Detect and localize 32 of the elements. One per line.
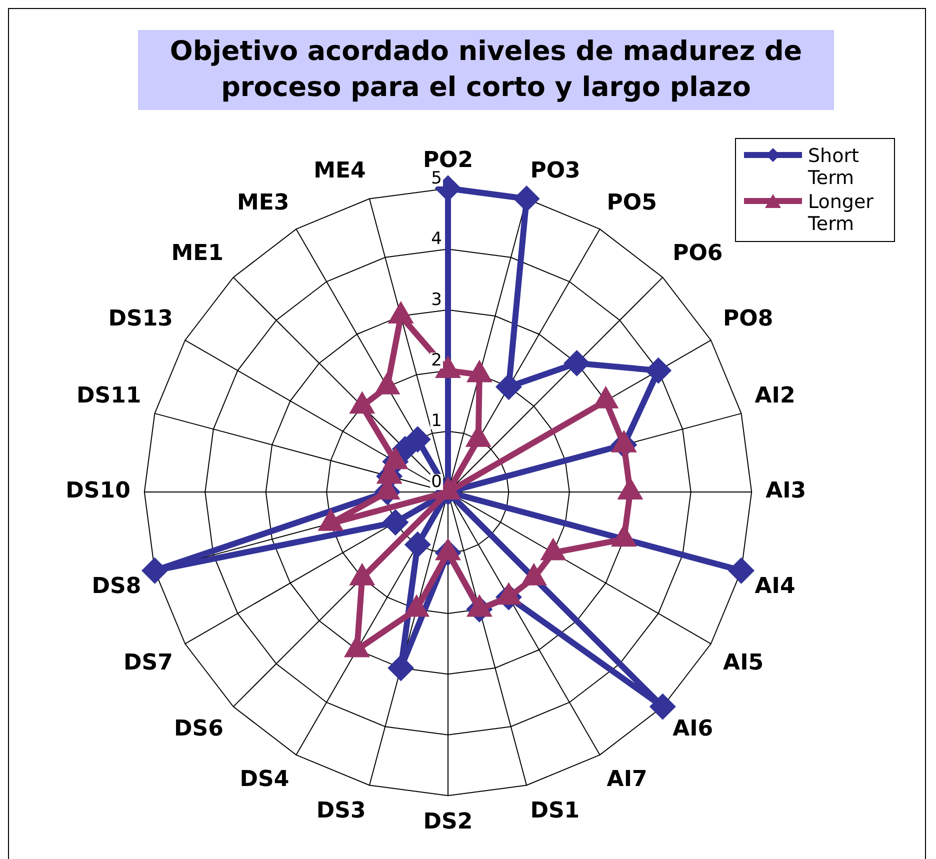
legend-label: Short Term bbox=[808, 145, 860, 189]
spoke-label: DS2 bbox=[423, 810, 473, 835]
spoke-label: PO5 bbox=[606, 190, 657, 216]
spoke-label: DS7 bbox=[124, 650, 173, 676]
spoke-label: DS4 bbox=[240, 766, 290, 792]
spoke-label: DS11 bbox=[76, 383, 142, 408]
spoke-label: ME3 bbox=[236, 190, 290, 216]
spoke-label: DS10 bbox=[66, 478, 130, 504]
y-tick-label: 3 bbox=[431, 290, 442, 310]
spoke-label: DS8 bbox=[92, 574, 142, 600]
spoke-label: AI7 bbox=[606, 766, 648, 792]
spoke-label: AI4 bbox=[754, 574, 796, 600]
y-tick-label: 5 bbox=[431, 168, 442, 188]
spoke-label: AI3 bbox=[766, 478, 806, 504]
legend-label: Longer Term bbox=[808, 191, 874, 235]
y-tick-label: 4 bbox=[431, 229, 442, 250]
y-tick-label: 1 bbox=[431, 411, 442, 432]
spoke-label: AI5 bbox=[723, 650, 764, 676]
spoke-label: PO6 bbox=[672, 240, 723, 266]
spoke-label: AI2 bbox=[754, 383, 796, 408]
spoke-label: PO3 bbox=[530, 158, 580, 184]
chart-title: Objetivo acordado niveles de madurez de proceso para el corto y largo plazo bbox=[138, 30, 834, 110]
spoke-label: DS13 bbox=[108, 306, 173, 332]
spoke-label: ME4 bbox=[314, 158, 366, 184]
spoke-label: ME1 bbox=[171, 240, 224, 266]
spoke-label: DS3 bbox=[316, 798, 366, 824]
spoke-label: AI6 bbox=[672, 716, 714, 742]
spoke-label: PO8 bbox=[723, 306, 774, 332]
y-tick-label: 2 bbox=[431, 350, 442, 370]
spoke-label: DS6 bbox=[174, 716, 224, 742]
spoke-label: DS1 bbox=[530, 798, 580, 824]
y-tick-label: 0 bbox=[431, 472, 442, 492]
